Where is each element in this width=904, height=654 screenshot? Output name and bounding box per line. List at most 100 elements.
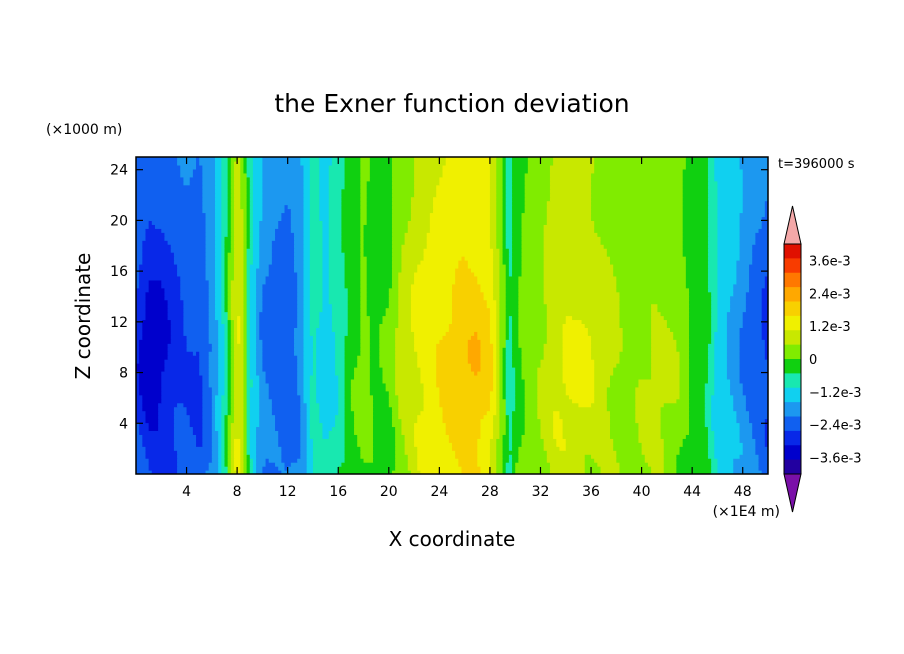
contour-cell <box>139 422 150 428</box>
contour-cell <box>761 323 768 328</box>
contour-cell <box>733 283 750 289</box>
contour-cell <box>278 220 292 225</box>
contour-cell <box>249 212 254 218</box>
contour-cell <box>240 462 245 467</box>
contour-cell <box>543 260 611 265</box>
contour-cell <box>619 470 652 474</box>
x-tick-label: 40 <box>633 484 651 500</box>
contour-cell <box>745 295 763 301</box>
contour-cell <box>508 446 513 451</box>
contour-cell <box>366 204 393 210</box>
contour-cell <box>136 378 140 384</box>
contour-cell <box>499 343 507 348</box>
contour-cell <box>414 160 447 166</box>
contour-cell <box>477 454 491 459</box>
contour-cell <box>543 446 561 451</box>
contour-cell <box>610 430 640 435</box>
contour-cell <box>294 339 305 344</box>
contour-cell <box>256 430 279 435</box>
contour-cell <box>221 279 226 285</box>
contour-cell <box>303 327 311 332</box>
contour-cell <box>303 200 311 206</box>
contour-cell <box>717 295 731 301</box>
contour-cell <box>205 212 216 218</box>
contour-cell <box>312 335 317 340</box>
contour-cell <box>496 184 504 190</box>
contour-cell <box>205 260 216 265</box>
contour-cell <box>357 363 371 368</box>
contour-cell <box>139 374 162 380</box>
contour-cell <box>161 370 200 376</box>
x-tick-label: 16 <box>329 484 347 500</box>
contour-cell <box>410 212 431 218</box>
contour-cell <box>230 426 245 432</box>
contour-cell <box>502 200 507 206</box>
contour-cell <box>328 263 346 269</box>
contour-cell <box>455 450 478 455</box>
contour-cell <box>262 208 286 214</box>
contour-cell <box>347 311 361 317</box>
contour-cell <box>145 299 169 305</box>
contour-cell <box>294 256 305 261</box>
contour-cell <box>764 343 768 348</box>
contour-cell <box>136 275 140 281</box>
contour-cell <box>707 200 719 206</box>
contour-cell <box>344 168 361 174</box>
contour-cell <box>344 402 352 408</box>
contour-cell <box>208 370 219 376</box>
contour-cell <box>745 402 768 408</box>
contour-cell <box>685 267 709 273</box>
contour-cell <box>322 228 330 233</box>
contour-cell <box>591 355 621 360</box>
contour-cell <box>309 426 324 432</box>
contour-cell <box>233 363 245 368</box>
contour-cell <box>218 382 226 388</box>
contour-cell <box>546 212 592 218</box>
contour-cell <box>651 343 677 348</box>
contour-cell <box>136 470 153 474</box>
contour-cell <box>354 430 374 435</box>
contour-cell <box>303 271 311 277</box>
contour-cell <box>739 212 766 218</box>
contour-cell <box>227 382 232 388</box>
contour-cell <box>682 228 709 233</box>
contour-cell <box>259 390 270 396</box>
contour-cell <box>739 232 756 237</box>
contour-cell <box>265 374 298 380</box>
contour-cell <box>512 414 526 420</box>
contour-cell <box>246 232 251 237</box>
contour-cell <box>518 323 548 328</box>
contour-cell <box>682 188 709 194</box>
contour-cell <box>527 164 551 170</box>
contour-cell <box>316 331 336 336</box>
contour-cell <box>505 287 519 293</box>
contour-cell <box>711 462 719 467</box>
contour-cell <box>328 430 346 435</box>
contour-cell <box>499 260 504 265</box>
contour-cell <box>477 458 491 463</box>
contour-cell <box>303 390 311 396</box>
contour-cell <box>739 248 753 253</box>
contour-cell <box>215 172 222 178</box>
contour-cell <box>243 216 248 221</box>
contour-cell <box>224 248 232 253</box>
contour-cell <box>714 450 744 455</box>
contour-cell <box>540 359 564 364</box>
contour-cell <box>246 164 254 170</box>
contour-cell <box>312 446 346 451</box>
contour-cell <box>512 458 519 463</box>
contour-cell <box>328 434 346 439</box>
contour-cell <box>259 263 270 269</box>
contour-cell <box>420 367 437 372</box>
contour-cell <box>230 406 235 412</box>
contour-cell <box>537 406 608 412</box>
contour-cell <box>666 323 690 328</box>
contour-cell <box>508 248 513 253</box>
contour-cell <box>233 244 245 249</box>
contour-cell <box>417 414 444 420</box>
contour-cell <box>502 232 507 237</box>
contour-cell <box>262 192 305 198</box>
contour-cell <box>205 267 216 273</box>
contour-cell <box>508 331 513 336</box>
contour-cell <box>259 418 276 424</box>
